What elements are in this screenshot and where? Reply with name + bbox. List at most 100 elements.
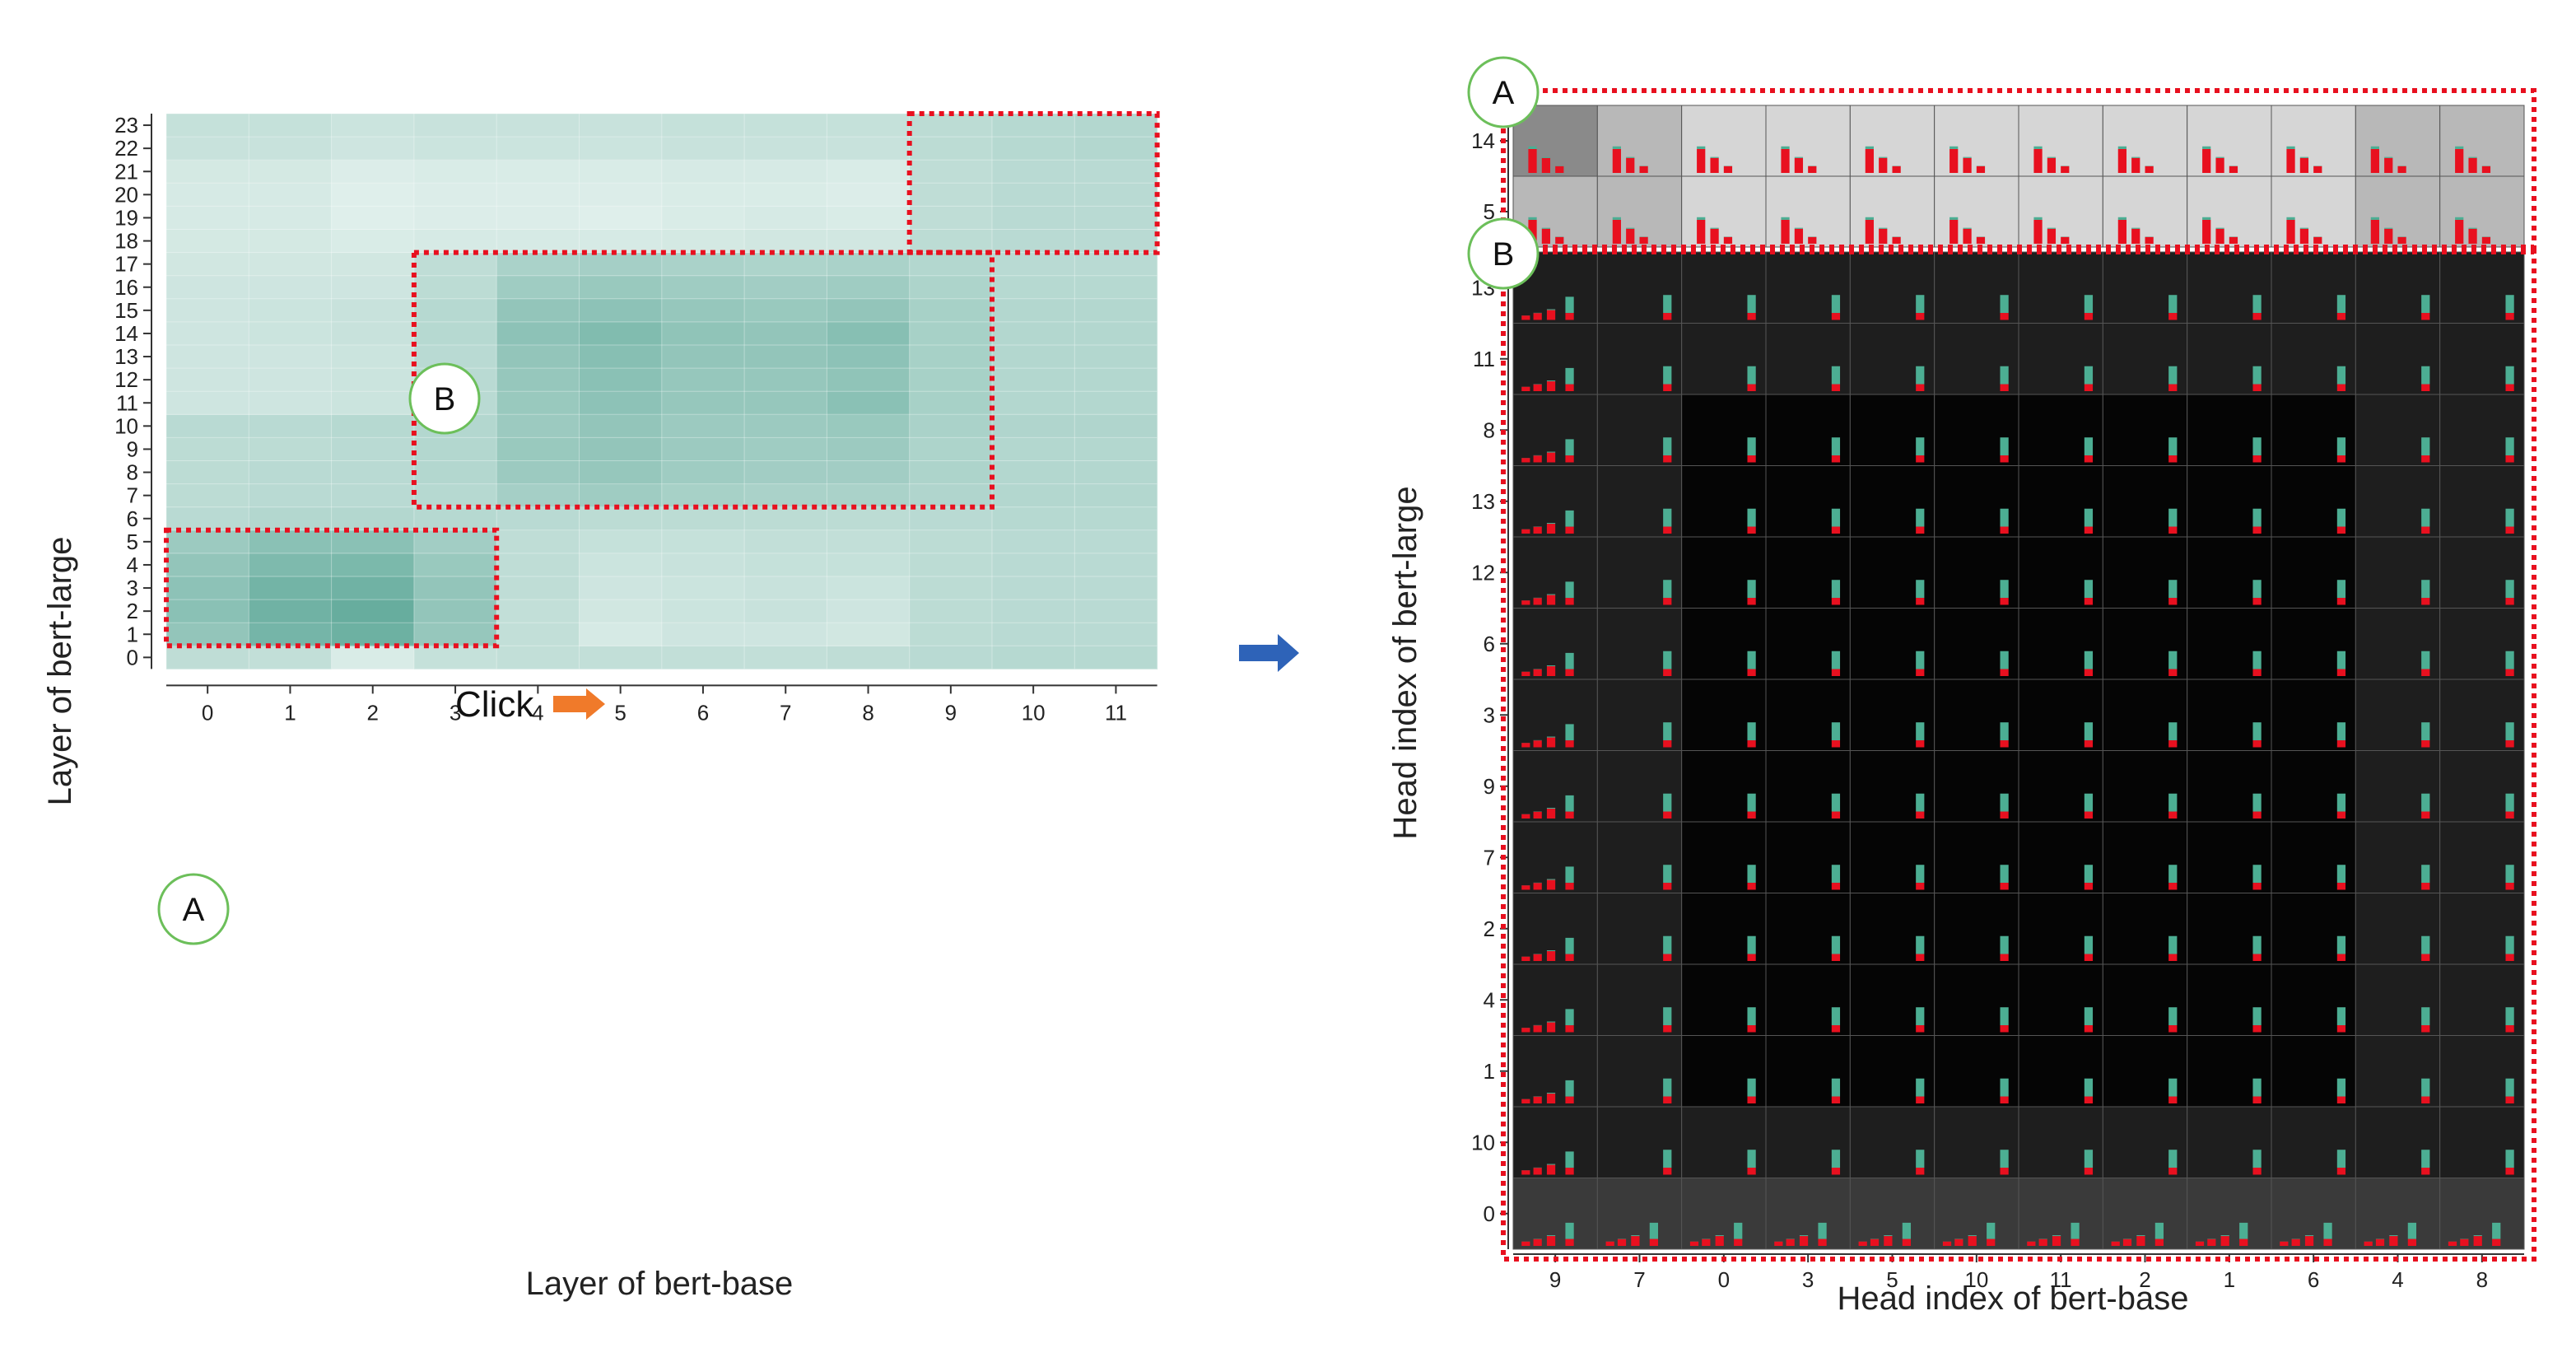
- bar-red: [1663, 669, 1672, 676]
- bar-red: [1612, 219, 1621, 244]
- bar-red: [2384, 228, 2393, 244]
- head-cells: [1512, 105, 2525, 1250]
- bar-red: [2145, 166, 2154, 173]
- bar-teal: [1565, 439, 1574, 456]
- bar-red: [1565, 811, 1574, 819]
- bar-teal: [2505, 935, 2514, 954]
- heatmap-cell: [909, 298, 993, 323]
- heatmap-cell: [413, 160, 497, 184]
- bar-teal: [2000, 651, 2009, 669]
- y-tick-label: 9: [1484, 774, 1495, 799]
- bar-red: [1533, 455, 1542, 463]
- x-tick-label: 11: [1105, 700, 1127, 725]
- bar-teal: [2384, 227, 2393, 229]
- bar-teal: [1663, 722, 1672, 741]
- y-tick-label: 10: [1471, 1130, 1495, 1154]
- bar-teal: [2084, 935, 2094, 954]
- bar-red: [1747, 883, 1756, 890]
- bar-red: [1916, 669, 1925, 676]
- bar-red: [2421, 598, 2430, 605]
- bar-teal: [2084, 366, 2094, 385]
- bar-teal: [2505, 1007, 2514, 1026]
- heatmap-cell: [1074, 321, 1158, 346]
- bar-red: [2168, 883, 2178, 890]
- bar-teal: [1831, 437, 1841, 456]
- bar-red: [1521, 386, 1530, 391]
- heatmap-cell: [249, 160, 333, 184]
- bar-teal: [1663, 580, 1672, 599]
- bar-red: [1831, 598, 1841, 605]
- bar-red: [1818, 1238, 1827, 1246]
- heatmap-cell: [413, 298, 497, 323]
- bar-red: [2239, 1238, 2248, 1246]
- x-tick-label: 4: [2392, 1267, 2403, 1292]
- bar-teal: [2168, 722, 2178, 741]
- x-tick-label: 10: [1022, 700, 1046, 725]
- region-box: [906, 111, 1160, 255]
- x-tick-label: 8: [862, 700, 873, 725]
- bar-red: [2168, 1096, 2178, 1103]
- bar-red: [1942, 1241, 1952, 1246]
- bar-teal: [2084, 865, 2094, 884]
- bar-teal: [1546, 523, 1556, 525]
- bar-teal: [2000, 865, 2009, 884]
- bar-red: [2000, 1096, 2009, 1103]
- heatmap-cell: [661, 623, 745, 646]
- y-tick-label: 11: [1473, 347, 1495, 371]
- bar-teal: [2455, 146, 2464, 149]
- bar-teal: [1663, 793, 1672, 812]
- bar-teal: [2084, 295, 2094, 314]
- x-tick-label: 5: [1886, 1267, 1898, 1292]
- bar-teal: [1916, 437, 1925, 456]
- heatmap-cell: [827, 460, 911, 485]
- bar-teal: [1831, 651, 1841, 669]
- bar-teal: [2336, 865, 2346, 884]
- heatmap-cell: [413, 437, 497, 461]
- head-highlight-regions: [1501, 88, 2536, 1262]
- y-tick-label: 13: [114, 344, 138, 369]
- bar-red: [1546, 809, 1556, 819]
- heatmap-cell: [166, 414, 249, 438]
- bar-teal: [1565, 581, 1574, 599]
- heatmap-cell: [413, 483, 497, 508]
- bar-red: [2468, 228, 2477, 244]
- bar-teal: [2336, 437, 2346, 456]
- bar-teal: [1831, 295, 1841, 314]
- bar-red: [2505, 883, 2514, 890]
- heatmap-cell: [661, 275, 745, 300]
- bar-teal: [2252, 1150, 2262, 1168]
- bar-teal: [2239, 1222, 2248, 1239]
- heatmap-cell: [827, 623, 911, 646]
- heatmap-cell: [331, 483, 415, 508]
- heatmap-cell: [992, 206, 1075, 230]
- bar-red: [2084, 1096, 2094, 1103]
- bar-red: [1631, 1236, 1640, 1246]
- bar-red: [1533, 313, 1542, 320]
- bar-red: [2047, 157, 2057, 173]
- bar-teal: [2505, 580, 2514, 599]
- heatmap-cell: [166, 576, 249, 600]
- heatmap-cell: [992, 483, 1075, 508]
- heatmap-cell: [331, 599, 415, 623]
- bar-red: [2280, 1241, 2289, 1246]
- heatmap-cell: [827, 553, 911, 577]
- bar-red: [2252, 1096, 2262, 1103]
- heatmap-cell: [661, 298, 745, 323]
- head-cell: [2187, 105, 2272, 177]
- heatmap-cell: [909, 252, 993, 277]
- bar-red: [1865, 219, 1874, 244]
- bar-red: [1747, 598, 1756, 605]
- bar-red: [2000, 740, 2009, 748]
- bar-red: [2252, 1025, 2262, 1033]
- heatmap-cell: [744, 391, 827, 415]
- bar-teal: [2168, 1078, 2178, 1097]
- y-tick-label: 3: [127, 576, 138, 600]
- heatmap-cell: [827, 298, 911, 323]
- heatmap-cell: [496, 414, 580, 438]
- heatmap-cell: [992, 252, 1075, 277]
- bar-teal: [2421, 295, 2430, 314]
- heatmap-cell: [992, 623, 1075, 646]
- heatmap-cell: [827, 437, 911, 461]
- heatmap-cell: [166, 529, 249, 554]
